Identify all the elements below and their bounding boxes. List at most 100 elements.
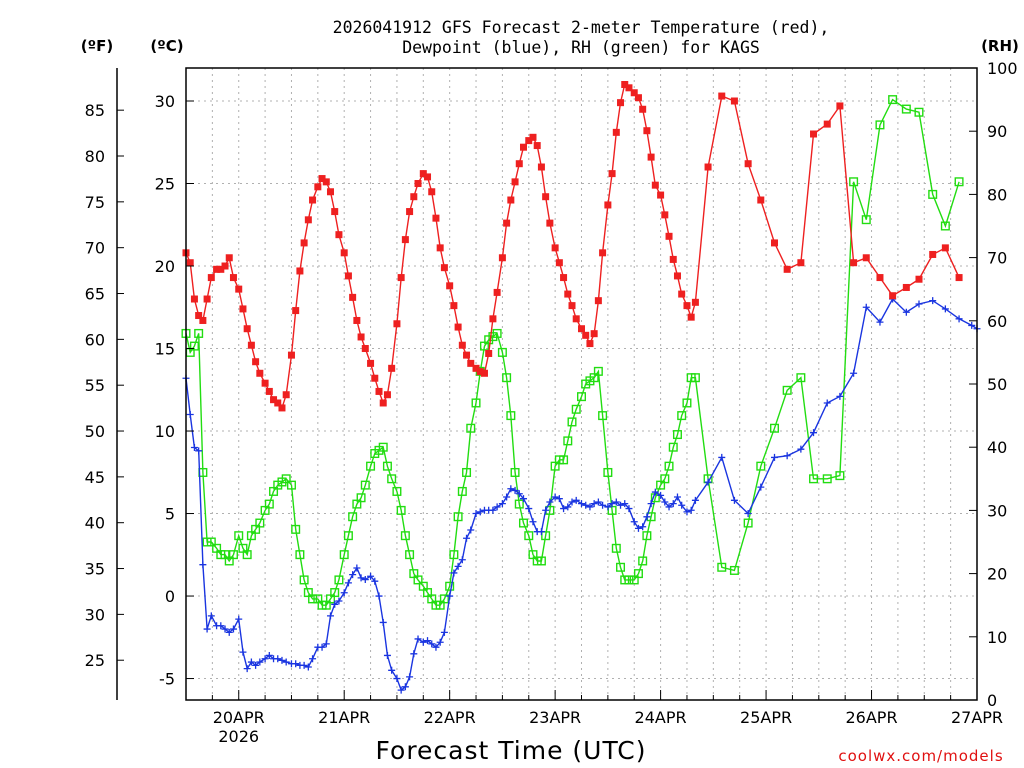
- x-tick-label: 20APR: [213, 708, 265, 727]
- dewpoint-point: [221, 625, 229, 633]
- dewpoint-point: [630, 518, 638, 526]
- rh-point: [717, 562, 727, 572]
- dewpoint-point: [797, 445, 805, 453]
- rh-point: [378, 442, 388, 452]
- dewpoint-point: [406, 673, 414, 681]
- temperature-point: [239, 305, 247, 313]
- dewpoint-point: [458, 556, 466, 564]
- temperature-point: [511, 178, 519, 186]
- temperature-point: [594, 297, 602, 305]
- rh-point: [453, 512, 463, 522]
- rh-point: [339, 550, 349, 560]
- temperature-point: [555, 259, 563, 267]
- dewpoint-point: [560, 505, 568, 513]
- temperature-point: [525, 137, 533, 145]
- dewpoint-point: [353, 564, 361, 572]
- rh-point: [598, 411, 608, 421]
- temperature-point: [542, 193, 550, 201]
- dewpoint-point: [428, 640, 436, 648]
- temperature-point: [537, 163, 545, 171]
- dewpoint-point: [617, 501, 625, 509]
- temperature-point: [353, 316, 361, 324]
- temperature-point: [810, 130, 818, 138]
- rh-point: [690, 373, 700, 383]
- temperature-point: [625, 84, 633, 92]
- rh-point: [593, 366, 603, 376]
- temperature-point: [718, 92, 726, 100]
- rh-point: [729, 565, 739, 575]
- dewpoint-point: [691, 496, 699, 504]
- rh-point: [356, 493, 366, 503]
- dewpoint-point: [683, 508, 691, 516]
- rh-point: [295, 550, 305, 560]
- rh-point: [875, 120, 885, 130]
- dewpoint-point: [225, 628, 233, 636]
- rh-point: [603, 467, 613, 477]
- rh-tick-label: 60: [987, 312, 1007, 331]
- dewpoint-point: [419, 638, 427, 646]
- temperature-point: [371, 374, 379, 382]
- dewpoint-point: [331, 600, 339, 608]
- temperature-point: [287, 351, 295, 359]
- temperature-point: [608, 170, 616, 178]
- rh-point: [861, 215, 871, 225]
- dewpoint-point: [340, 589, 348, 597]
- temperature-point: [647, 153, 655, 161]
- temperature-point: [207, 274, 215, 282]
- rh-point: [796, 373, 806, 383]
- dewpoint-point: [498, 500, 506, 508]
- rh-point: [299, 575, 309, 585]
- rh-point: [782, 385, 792, 395]
- dewpoint-point: [941, 305, 949, 313]
- temperature-point: [213, 265, 221, 273]
- celsius-tick-label: 10: [155, 422, 175, 441]
- fahrenheit-tick-label: 35: [85, 560, 105, 579]
- rh-line: [185, 98, 960, 606]
- rh-point: [624, 575, 634, 585]
- temperature-point: [296, 267, 304, 275]
- celsius-tick-label: 0: [165, 587, 175, 606]
- dewpoint-point: [195, 447, 203, 455]
- dewpoint-point: [687, 506, 695, 514]
- dewpoint-point: [862, 303, 870, 311]
- rh-point: [809, 474, 819, 484]
- rh-point: [462, 467, 472, 477]
- celsius-tick-label: 5: [165, 505, 175, 524]
- temperature-point: [406, 208, 414, 216]
- temperature-point: [322, 178, 330, 186]
- temperature-point: [414, 180, 422, 188]
- dewpoint-point: [207, 612, 215, 620]
- temperature-point: [941, 244, 949, 252]
- rh-point: [308, 594, 318, 604]
- temperature-point: [256, 369, 264, 377]
- temperature-point: [572, 315, 580, 323]
- dewpoint-point: [309, 655, 317, 663]
- temperature-point: [850, 259, 858, 267]
- chart-title-line1: 2026041912 GFS Forecast 2-meter Temperat…: [333, 18, 830, 37]
- chart-title-line2: Dewpoint (blue), RH (green) for KAGS: [402, 38, 760, 57]
- celsius-tick-label: 25: [155, 175, 175, 194]
- dewpoint-point: [578, 500, 585, 508]
- rh-point: [901, 104, 911, 114]
- temperature-point: [300, 239, 308, 247]
- temperature-point: [190, 295, 198, 303]
- dewpoint-point: [955, 315, 963, 323]
- temperature-point: [955, 274, 963, 282]
- temperature-point: [367, 359, 375, 367]
- temperature-point: [586, 340, 594, 348]
- temperature-point: [683, 302, 691, 310]
- fahrenheit-tick-label: 65: [85, 285, 105, 304]
- rh-point: [497, 347, 507, 357]
- rh-point: [642, 531, 652, 541]
- temperature-point: [383, 391, 391, 399]
- x-tick-label: 26APR: [845, 708, 897, 727]
- rh-point: [524, 531, 534, 541]
- dewpoint-point: [203, 625, 211, 633]
- rh-point: [366, 461, 376, 471]
- temperature-point: [836, 102, 844, 110]
- temperature-point: [229, 274, 237, 282]
- x-tick-sublabel: 2026: [218, 727, 259, 746]
- rh-point: [756, 461, 766, 471]
- x-axis-title: Forecast Time (UTC): [376, 736, 647, 765]
- fahrenheit-tick-label: 70: [85, 239, 105, 258]
